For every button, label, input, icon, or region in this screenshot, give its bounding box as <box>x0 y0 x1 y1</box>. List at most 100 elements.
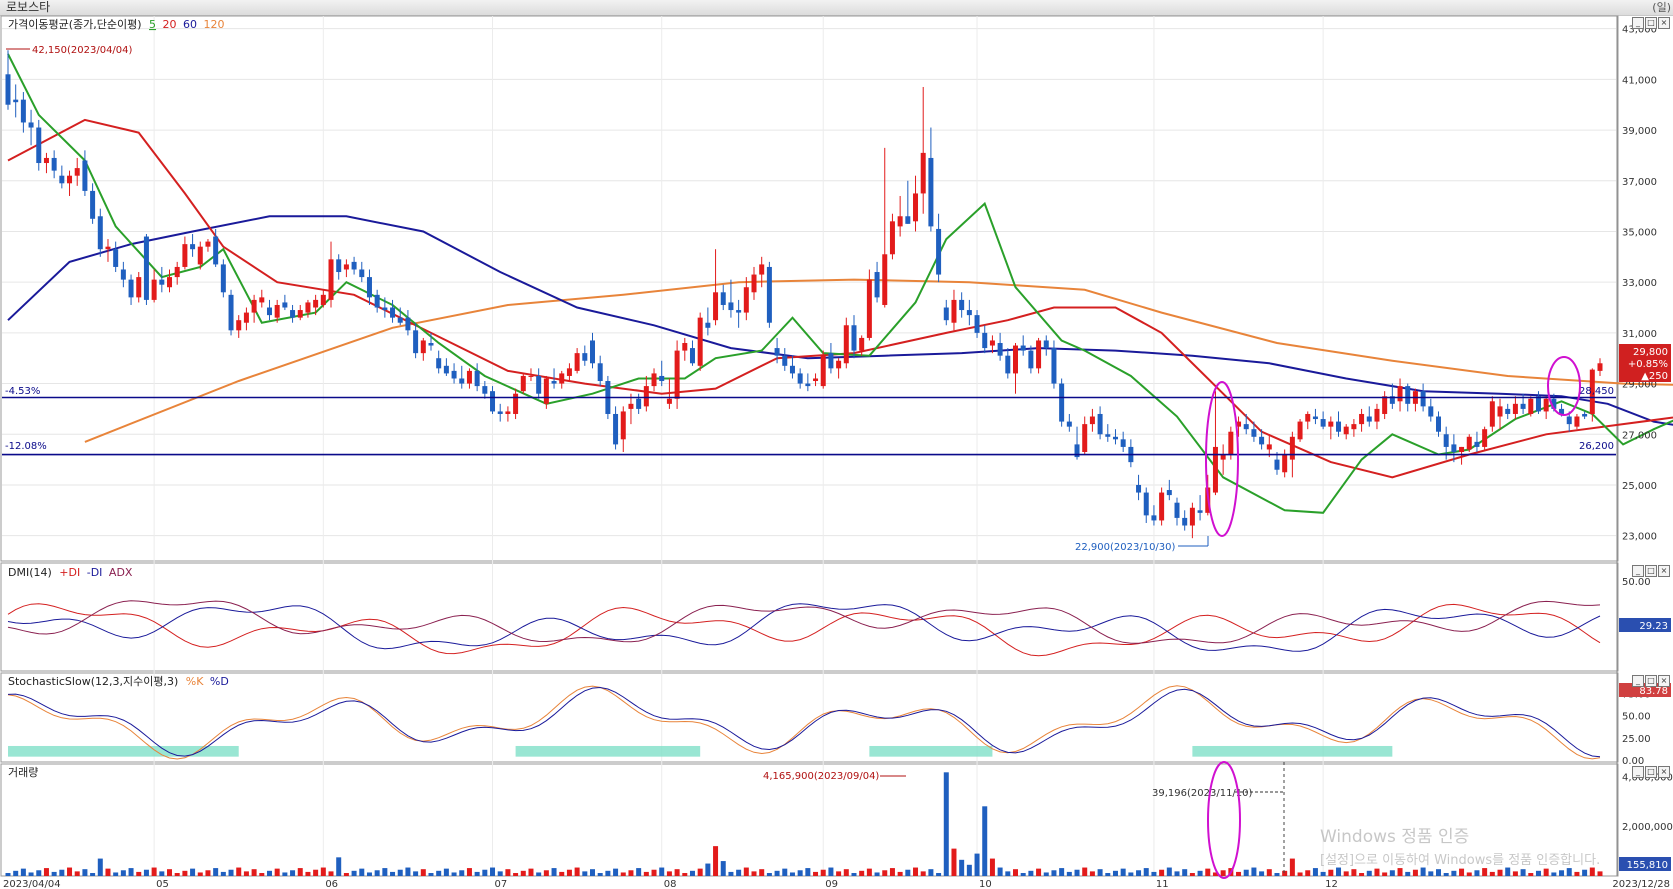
candle-body <box>1328 421 1334 427</box>
volume-bar <box>766 873 772 876</box>
volume-note-annotation: 39,196(2023/11/10) <box>1152 788 1253 799</box>
pane-maximize-button[interactable]: □ <box>1645 675 1657 687</box>
volume-bar <box>505 869 511 876</box>
pane-maximize-button[interactable]: □ <box>1645 766 1657 778</box>
candle-body <box>620 411 626 440</box>
volume-bar <box>520 870 526 876</box>
volume-bar <box>843 869 849 876</box>
x-axis-label: 2023/04/04 <box>3 879 61 889</box>
candle-body <box>390 307 396 318</box>
volume-bar <box>928 869 934 876</box>
candle-body <box>482 386 488 394</box>
volume-bar <box>36 870 42 876</box>
indicator-lines <box>7 600 1601 760</box>
volume-bar <box>1005 871 1011 876</box>
volume-axis-tick: 2,000,000 <box>1622 822 1673 833</box>
candle-body <box>459 378 465 384</box>
volume-bar <box>1136 870 1142 876</box>
candle-body <box>882 254 888 305</box>
volume-bar <box>351 870 357 876</box>
volume-bar <box>943 772 949 876</box>
volume-bar <box>359 868 365 876</box>
volume-bar <box>136 871 142 876</box>
volume-bar <box>1382 872 1388 876</box>
pane-minimize-button[interactable]: _ <box>1632 766 1644 778</box>
volume-bar <box>736 869 742 876</box>
volume-bar <box>1151 871 1157 876</box>
candle-body <box>913 193 919 222</box>
volume-bar <box>1443 873 1449 876</box>
volume-bar <box>1351 869 1357 876</box>
volume-bar <box>443 868 449 876</box>
volume-bar <box>1305 870 1311 876</box>
volume-bar <box>190 868 196 876</box>
volume-bar <box>1020 873 1026 876</box>
volume-bar <box>1097 869 1103 876</box>
volume-bar <box>243 871 249 876</box>
volume-pane[interactable] <box>0 763 1619 877</box>
pane-minimize-button[interactable]: _ <box>1632 17 1644 29</box>
candle-body <box>682 343 688 351</box>
stoch-pane-controls: _ □ × <box>1632 675 1670 687</box>
price-axis-tick: 27,000 <box>1622 430 1657 441</box>
candle-body <box>1159 492 1165 521</box>
candle-body <box>736 310 742 313</box>
stoch-k-label: %K <box>186 675 204 688</box>
candle-body <box>313 299 319 308</box>
x-axis-label: 06 <box>325 879 338 889</box>
pane-close-button[interactable]: × <box>1658 565 1670 577</box>
candle-body <box>1074 444 1080 458</box>
pane-close-button[interactable]: × <box>1658 675 1670 687</box>
candle-body <box>836 360 842 369</box>
volume-bars <box>5 772 1603 876</box>
volume-bar <box>151 867 157 876</box>
candle-body <box>920 152 926 194</box>
volume-bar <box>482 869 488 876</box>
candle-body <box>1236 421 1242 427</box>
volume-bar <box>343 873 349 876</box>
volume-bar <box>959 859 965 876</box>
candle-body <box>1189 507 1195 526</box>
pane-minimize-button[interactable]: _ <box>1632 675 1644 687</box>
candle-body <box>728 302 734 311</box>
volume-bar <box>490 867 496 876</box>
volume-bar <box>1036 868 1042 876</box>
volume-bar <box>1528 873 1534 876</box>
pane-maximize-button[interactable]: □ <box>1645 17 1657 29</box>
volume-bar <box>43 868 49 876</box>
candle-body <box>1259 436 1265 445</box>
volume-bar <box>1112 870 1118 876</box>
candle-body <box>413 330 419 354</box>
volume-bar <box>159 871 165 876</box>
candle-body <box>1466 436 1472 450</box>
candle-body <box>536 375 542 394</box>
volume-bar <box>497 871 503 876</box>
dmi-pane[interactable] <box>0 562 1619 672</box>
horizontal-lines[interactable] <box>2 396 1616 456</box>
pane-close-button[interactable]: × <box>1658 766 1670 778</box>
highlight-ellipse-nov <box>1205 381 1239 537</box>
candle-body <box>528 375 534 377</box>
candle-body <box>159 279 165 285</box>
volume-bar <box>966 864 972 876</box>
candle-body <box>1443 434 1449 447</box>
candle-body <box>1574 416 1580 427</box>
pane-close-button[interactable]: × <box>1658 17 1670 29</box>
volume-bar <box>528 868 534 876</box>
period-indicator[interactable]: (일) <box>1652 1 1671 14</box>
candle-body <box>251 299 257 313</box>
volume-bar <box>1359 873 1365 876</box>
volume-bar <box>1236 871 1242 876</box>
volume-bar <box>1420 867 1426 876</box>
ma60-line <box>7 215 1673 426</box>
volume-bar <box>1312 868 1318 876</box>
candle-body <box>959 299 965 311</box>
volume-bar <box>1428 871 1434 876</box>
pane-maximize-button[interactable]: □ <box>1645 565 1657 577</box>
price-pane[interactable] <box>0 15 1619 562</box>
candle-body <box>1028 350 1034 369</box>
pane-minimize-button[interactable]: _ <box>1632 565 1644 577</box>
volume-bar <box>405 867 411 876</box>
volume-bar <box>366 872 372 876</box>
